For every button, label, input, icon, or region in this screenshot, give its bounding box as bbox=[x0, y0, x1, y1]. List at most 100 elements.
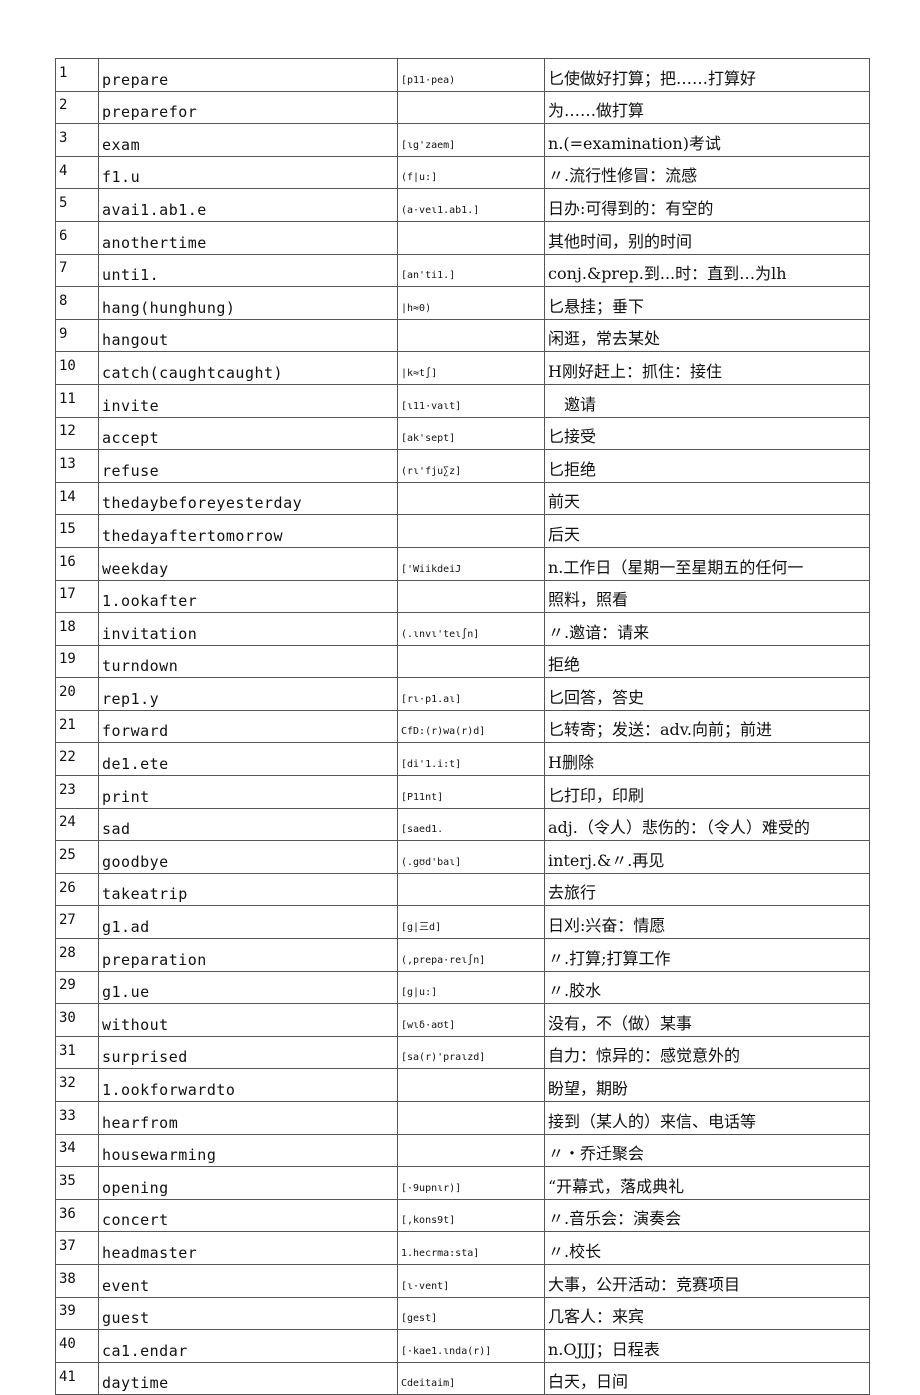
table-row: 31 surprised [sa(r)'praɩzd] 自力：惊异的：感觉意外的 bbox=[55, 1035, 870, 1070]
table-row: 5 avai1.ab1.e (a·veɩ1.ab1.] 日办:可得到的：有空的 bbox=[55, 188, 870, 222]
table-row: 36 concert [,kons9t] 〃.音乐会：演奏会 bbox=[55, 1198, 870, 1233]
table-row: 22 de1.ete [di'1.i:t] H删除 bbox=[55, 742, 870, 777]
table-row: 40 ca1.endar [·kae1.ɩnda(r)] n.OJJJ；日程表 bbox=[55, 1329, 870, 1363]
table-row: 28 preparation (,prepa·reɩ∫n] 〃.打算;打算工作 bbox=[55, 938, 870, 972]
meaning-cell: 照料，照看 bbox=[544, 579, 870, 614]
row-number: 16 bbox=[55, 546, 99, 581]
word-cell: turndown bbox=[98, 644, 398, 679]
meaning-cell: 为……做打算 bbox=[544, 90, 870, 125]
phonetic-cell: [g|u:] bbox=[397, 970, 545, 1005]
row-number: 4 bbox=[55, 155, 99, 190]
meaning-cell: “开幕式，落成典礼 bbox=[544, 1166, 870, 1200]
phonetic-cell: [g|三d] bbox=[397, 905, 545, 940]
meaning-cell: 匕悬挂；垂下 bbox=[544, 286, 870, 320]
meaning-cell: n.OJJJ；日程表 bbox=[544, 1329, 870, 1363]
word-cell: print bbox=[98, 775, 398, 809]
row-number: 30 bbox=[55, 1003, 99, 1037]
meaning-cell: H删除 bbox=[544, 742, 870, 777]
row-number: 31 bbox=[55, 1035, 99, 1070]
word-cell: hang(hunghung) bbox=[98, 286, 398, 320]
meaning-cell: 几客人：来宾 bbox=[544, 1296, 870, 1331]
phonetic-cell: Cdeitaim] bbox=[397, 1361, 545, 1395]
row-number: 1 bbox=[55, 58, 99, 92]
word-cell: refuse bbox=[98, 449, 398, 483]
meaning-cell: 盼望，期盼 bbox=[544, 1068, 870, 1102]
phonetic-cell bbox=[397, 1068, 545, 1102]
word-cell: avai1.ab1.e bbox=[98, 188, 398, 222]
meaning-cell: n.工作日（星期一至星期五的任何一 bbox=[544, 546, 870, 581]
word-cell: headmaster bbox=[98, 1231, 398, 1265]
row-number: 3 bbox=[55, 123, 99, 157]
meaning-cell: 〃・乔迁聚会 bbox=[544, 1133, 870, 1168]
row-number: 7 bbox=[55, 253, 99, 288]
phonetic-cell: [ɩg'zaem] bbox=[397, 123, 545, 157]
phonetic-cell: (.ɩnvɩ'teɩ∫n] bbox=[397, 612, 545, 646]
phonetic-cell bbox=[397, 481, 545, 516]
phonetic-cell bbox=[397, 90, 545, 125]
word-cell: g1.ue bbox=[98, 970, 398, 1005]
phonetic-cell: ['WiikdeiJ bbox=[397, 546, 545, 581]
phonetic-cell bbox=[397, 644, 545, 679]
phonetic-cell: [an'ti1.] bbox=[397, 253, 545, 288]
row-number: 28 bbox=[55, 938, 99, 972]
word-cell: thedaybeforeyesterday bbox=[98, 481, 398, 516]
meaning-cell: 邀请 bbox=[544, 383, 870, 418]
phonetic-cell bbox=[397, 318, 545, 353]
word-cell: without bbox=[98, 1003, 398, 1037]
word-cell: guest bbox=[98, 1296, 398, 1331]
table-row: 18 invitation (.ɩnvɩ'teɩ∫n] 〃.邀谙：请来 bbox=[55, 612, 870, 646]
phonetic-cell: [gest] bbox=[397, 1296, 545, 1331]
word-cell: 1.ookafter bbox=[98, 579, 398, 614]
phonetic-cell: (.gʊd'baɩ] bbox=[397, 840, 545, 874]
phonetic-cell: [,kons9t] bbox=[397, 1198, 545, 1233]
row-number: 2 bbox=[55, 90, 99, 125]
word-cell: event bbox=[98, 1263, 398, 1298]
phonetic-cell: [ɩ·vent] bbox=[397, 1263, 545, 1298]
phonetic-cell: |h≈0) bbox=[397, 286, 545, 320]
word-cell: anothertime bbox=[98, 220, 398, 255]
row-number: 12 bbox=[55, 416, 99, 451]
phonetic-cell bbox=[397, 579, 545, 614]
phonetic-cell: [rɩ·p1.aɩ] bbox=[397, 677, 545, 711]
table-row: 19 turndown 拒绝 bbox=[55, 644, 870, 679]
table-row: 8 hang(hunghung) |h≈0) 匕悬挂；垂下 bbox=[55, 286, 870, 320]
word-cell: concert bbox=[98, 1198, 398, 1233]
word-cell: preparation bbox=[98, 938, 398, 972]
meaning-cell: H刚好赶上：抓住：接住 bbox=[544, 351, 870, 385]
phonetic-cell: [ak'sept] bbox=[397, 416, 545, 451]
row-number: 13 bbox=[55, 449, 99, 483]
table-row: 32 1.ookforwardto 盼望，期盼 bbox=[55, 1068, 870, 1102]
row-number: 17 bbox=[55, 579, 99, 614]
meaning-cell: 拒绝 bbox=[544, 644, 870, 679]
word-cell: exam bbox=[98, 123, 398, 157]
row-number: 39 bbox=[55, 1296, 99, 1331]
meaning-cell: 〃.音乐会：演奏会 bbox=[544, 1198, 870, 1233]
word-cell: f1.u bbox=[98, 155, 398, 190]
phonetic-cell bbox=[397, 872, 545, 907]
row-number: 10 bbox=[55, 351, 99, 385]
table-row: 14 thedaybeforeyesterday 前天 bbox=[55, 481, 870, 516]
phonetic-cell bbox=[397, 220, 545, 255]
table-row: 16 weekday ['WiikdeiJ n.工作日（星期一至星期五的任何一 bbox=[55, 546, 870, 581]
meaning-cell: 白天，日间 bbox=[544, 1361, 870, 1395]
row-number: 20 bbox=[55, 677, 99, 711]
meaning-cell: 自力：惊异的：感觉意外的 bbox=[544, 1035, 870, 1070]
meaning-cell: 其他时间，别的时间 bbox=[544, 220, 870, 255]
table-row: 20 rep1.y [rɩ·p1.aɩ] 匕回答，答史 bbox=[55, 677, 870, 711]
meaning-cell: 〃.胶水 bbox=[544, 970, 870, 1005]
table-row: 25 goodbye (.gʊd'baɩ] interj.&〃.再见 bbox=[55, 840, 870, 874]
meaning-cell: 接到（某人的）来信、电话等 bbox=[544, 1101, 870, 1135]
word-cell: accept bbox=[98, 416, 398, 451]
word-cell: thedayaftertomorrow bbox=[98, 514, 398, 548]
table-row: 6 anothertime 其他时间，别的时间 bbox=[55, 220, 870, 255]
table-row: 9 hangout 闲逛，常去某处 bbox=[55, 318, 870, 353]
phonetic-cell: (rɩ'fju∑z] bbox=[397, 449, 545, 483]
word-cell: unti1. bbox=[98, 253, 398, 288]
row-number: 9 bbox=[55, 318, 99, 353]
table-row: 4 f1.u (f|u:] 〃.流行性修冒：流感 bbox=[55, 155, 870, 190]
table-row: 30 without [wɩδ·aʊt] 没有，不（做）某事 bbox=[55, 1003, 870, 1037]
table-row: 1 prepare [p11·pea) 匕使做好打算；把……打算好 bbox=[55, 58, 870, 92]
phonetic-cell: [ɩ11·vaɩt] bbox=[397, 383, 545, 418]
word-cell: g1.ad bbox=[98, 905, 398, 940]
word-cell: invitation bbox=[98, 612, 398, 646]
